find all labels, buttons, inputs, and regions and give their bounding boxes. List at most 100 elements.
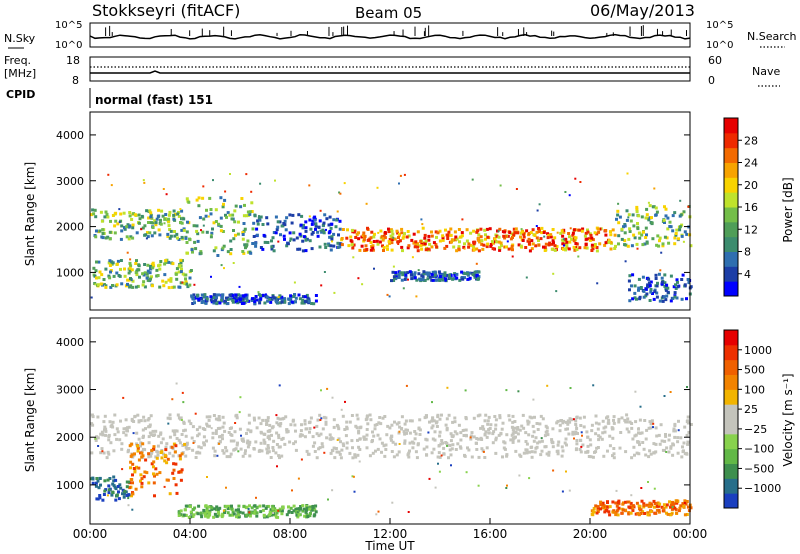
heatmap-cell xyxy=(122,431,126,435)
heatmap-cell xyxy=(306,515,310,519)
heatmap-cell xyxy=(528,415,532,419)
heatmap-cell xyxy=(136,413,140,417)
heatmap-cell xyxy=(433,273,437,277)
heatmap-cell xyxy=(309,416,313,420)
heatmap-cell xyxy=(438,239,442,243)
heatmap-cell xyxy=(365,202,368,205)
heatmap-cell xyxy=(175,437,179,440)
heatmap-cell xyxy=(276,220,280,224)
heatmap-cell xyxy=(428,420,431,424)
heatmap-cell xyxy=(381,416,385,420)
heatmap-cell xyxy=(189,510,193,514)
heatmap-cell xyxy=(637,286,641,290)
heatmap-cell xyxy=(102,278,106,281)
heatmap-cell xyxy=(187,200,191,204)
heatmap-cell xyxy=(650,419,654,423)
heatmap-cell xyxy=(669,446,673,450)
heatmap-cell xyxy=(527,237,531,241)
heatmap-cell xyxy=(667,241,671,245)
heatmap-cell xyxy=(345,236,349,240)
heatmap-cell xyxy=(459,431,463,435)
heatmap-cell xyxy=(282,234,286,238)
heatmap-cell xyxy=(147,435,151,439)
heatmap-cell xyxy=(684,285,687,288)
heatmap-cell xyxy=(667,438,671,442)
colorbar-segment xyxy=(724,463,738,479)
heatmap-cell xyxy=(113,413,117,417)
heatmap-cell xyxy=(326,387,329,390)
heatmap-cell xyxy=(262,504,266,508)
heatmap-cell xyxy=(510,433,514,437)
heatmap-cell xyxy=(229,239,233,243)
heatmap-cell xyxy=(590,236,594,240)
heatmap-cell xyxy=(255,426,259,430)
heatmap-cell xyxy=(369,241,373,244)
heatmap-cell xyxy=(323,242,327,246)
heatmap-cell xyxy=(142,434,145,438)
heatmap-cell xyxy=(299,223,303,227)
heatmap-cell xyxy=(171,262,175,266)
heatmap-cell xyxy=(212,179,214,182)
heatmap-cell xyxy=(383,454,387,458)
heatmap-cell xyxy=(111,261,115,265)
heatmap-cell xyxy=(256,219,260,223)
heatmap-cell xyxy=(609,247,613,251)
heatmap-cell xyxy=(678,225,682,229)
heatmap-cell xyxy=(675,499,679,503)
heatmap-cell xyxy=(673,435,677,439)
heatmap-cell xyxy=(476,437,480,441)
heatmap-cell xyxy=(503,230,507,234)
heatmap-cell xyxy=(99,451,103,455)
heatmap-cell xyxy=(318,446,322,450)
heatmap-cell xyxy=(230,504,233,508)
heatmap-cell xyxy=(193,240,197,244)
heatmap-cell xyxy=(653,502,657,505)
heatmap-cell xyxy=(442,446,446,450)
heatmap-cell xyxy=(390,236,394,240)
heatmap-cell xyxy=(320,284,323,287)
heatmap-cell xyxy=(636,440,640,444)
heatmap-cell xyxy=(479,436,483,440)
heatmap-cell xyxy=(391,501,394,504)
heatmap-cell xyxy=(167,213,171,217)
heatmap-cell xyxy=(221,205,225,209)
heatmap-cell xyxy=(154,467,158,471)
heatmap-cell xyxy=(422,272,426,276)
heatmap-cell xyxy=(120,282,124,286)
heatmap-cell xyxy=(302,235,306,239)
heatmap-cell xyxy=(505,454,509,458)
heatmap-cell xyxy=(112,274,116,278)
heatmap-cell xyxy=(671,229,675,233)
heatmap-cell xyxy=(646,285,649,289)
heatmap-cell xyxy=(188,238,192,242)
x-tick-label: 20:00 xyxy=(573,527,608,541)
heatmap-cell xyxy=(319,229,322,232)
heatmap-cell xyxy=(394,275,398,279)
heatmap-cell xyxy=(303,295,307,299)
heatmap-cell xyxy=(538,440,542,444)
heatmap-cell xyxy=(413,437,417,441)
heatmap-cell xyxy=(604,233,608,237)
heatmap-cell xyxy=(592,507,596,510)
heatmap-cell xyxy=(297,477,300,480)
heatmap-cell xyxy=(170,445,174,449)
heatmap-cell xyxy=(483,419,487,423)
heatmap-cell xyxy=(434,486,437,489)
heatmap-cell xyxy=(595,511,599,515)
heatmap-cell xyxy=(331,489,334,492)
heatmap-cell xyxy=(338,191,341,194)
heatmap-cell xyxy=(602,454,606,458)
y-tick-label: 4000 xyxy=(56,336,84,349)
heatmap-cell xyxy=(580,431,583,434)
heatmap-cell xyxy=(583,234,587,238)
heatmap-cell xyxy=(310,222,314,226)
heatmap-cell xyxy=(106,450,110,454)
heatmap-cell xyxy=(252,447,256,451)
heatmap-cell xyxy=(686,421,690,425)
heatmap-cell xyxy=(417,269,420,272)
heatmap-cell xyxy=(223,429,227,433)
heatmap-cell xyxy=(331,437,335,441)
heatmap-cell xyxy=(544,445,548,449)
heatmap-cell xyxy=(365,446,369,450)
heatmap-cell xyxy=(450,240,453,244)
